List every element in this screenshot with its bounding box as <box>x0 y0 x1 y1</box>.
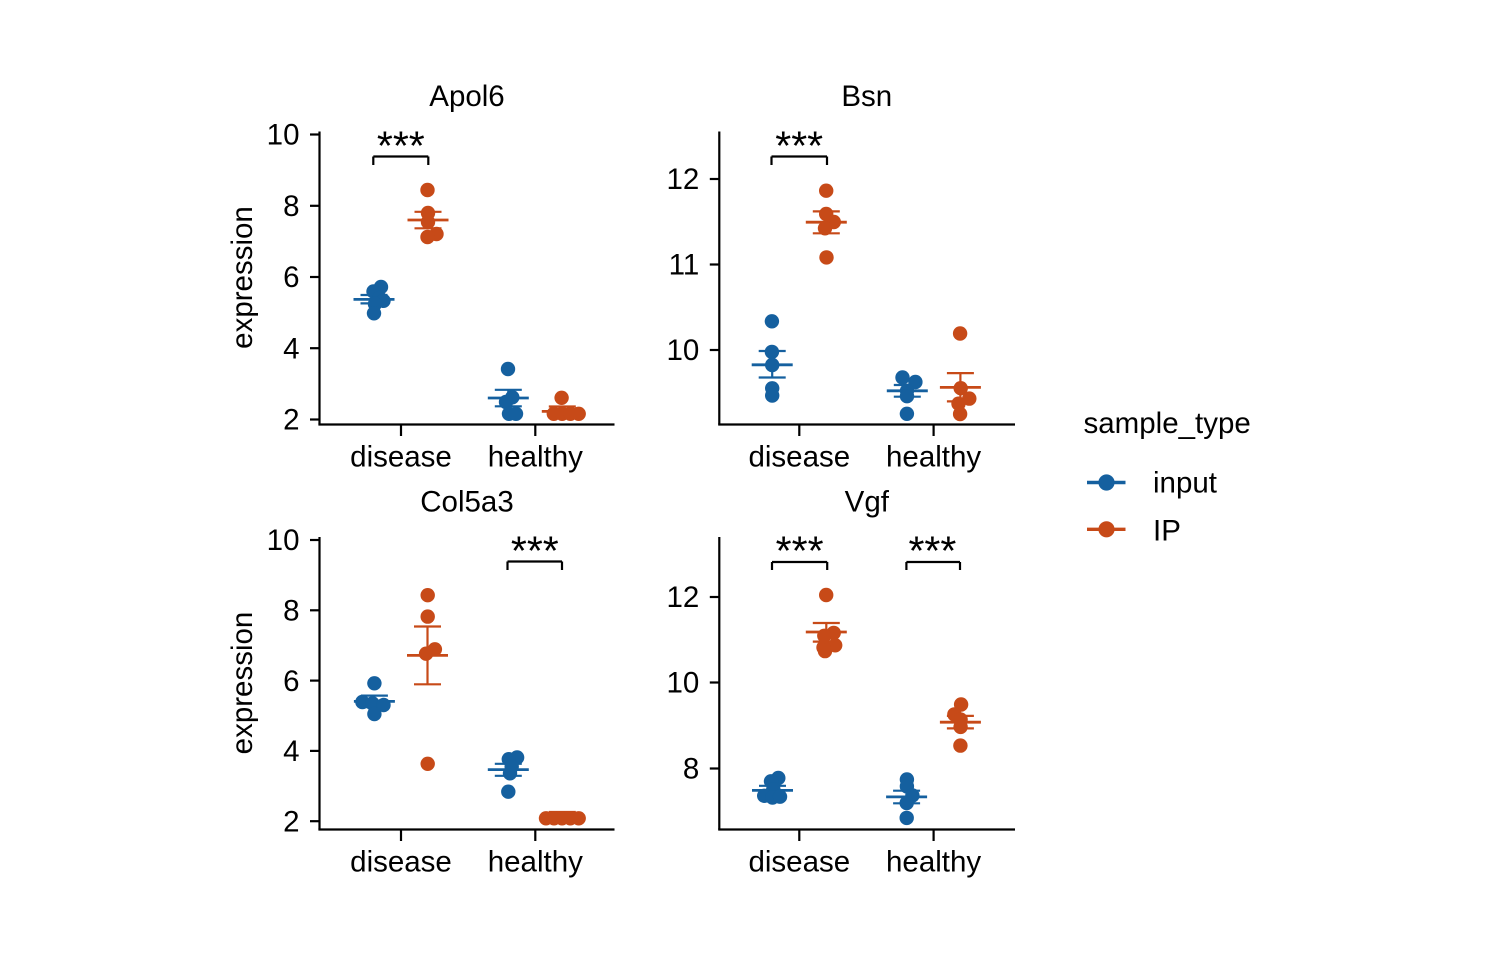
svg-text:10: 10 <box>666 334 699 367</box>
svg-text:expression: expression <box>226 206 259 349</box>
svg-text:6: 6 <box>283 261 299 294</box>
svg-text:input: input <box>1153 467 1217 500</box>
svg-text:disease: disease <box>748 846 850 879</box>
svg-text:disease: disease <box>748 441 850 474</box>
svg-text:10: 10 <box>267 524 300 557</box>
svg-text:***: *** <box>775 123 823 169</box>
svg-text:12: 12 <box>666 581 699 614</box>
svg-text:4: 4 <box>283 332 299 365</box>
svg-text:Vgf: Vgf <box>845 486 890 519</box>
svg-text:11: 11 <box>669 249 700 282</box>
svg-text:healthy: healthy <box>886 846 981 879</box>
svg-text:10: 10 <box>267 119 300 152</box>
svg-text:2: 2 <box>283 805 299 838</box>
svg-text:healthy: healthy <box>488 441 583 474</box>
svg-text:healthy: healthy <box>488 846 583 879</box>
svg-text:Bsn: Bsn <box>841 80 892 113</box>
svg-text:IP: IP <box>1153 515 1181 548</box>
svg-text:8: 8 <box>283 190 299 223</box>
svg-text:8: 8 <box>283 595 299 628</box>
svg-text:Apol6: Apol6 <box>429 80 504 113</box>
svg-text:8: 8 <box>683 753 699 786</box>
svg-text:***: *** <box>511 528 559 574</box>
svg-text:Col5a3: Col5a3 <box>420 486 513 519</box>
svg-text:disease: disease <box>350 846 452 879</box>
svg-text:healthy: healthy <box>886 441 981 474</box>
svg-text:4: 4 <box>283 735 299 768</box>
svg-text:***: *** <box>776 528 824 574</box>
svg-text:disease: disease <box>350 441 452 474</box>
svg-text:6: 6 <box>283 665 299 698</box>
svg-text:expression: expression <box>226 612 259 755</box>
svg-text:2: 2 <box>283 404 299 437</box>
svg-text:***: *** <box>908 528 956 574</box>
svg-text:***: *** <box>377 123 425 169</box>
svg-text:10: 10 <box>666 667 699 700</box>
svg-text:sample_type: sample_type <box>1084 407 1251 440</box>
svg-text:12: 12 <box>666 163 699 196</box>
